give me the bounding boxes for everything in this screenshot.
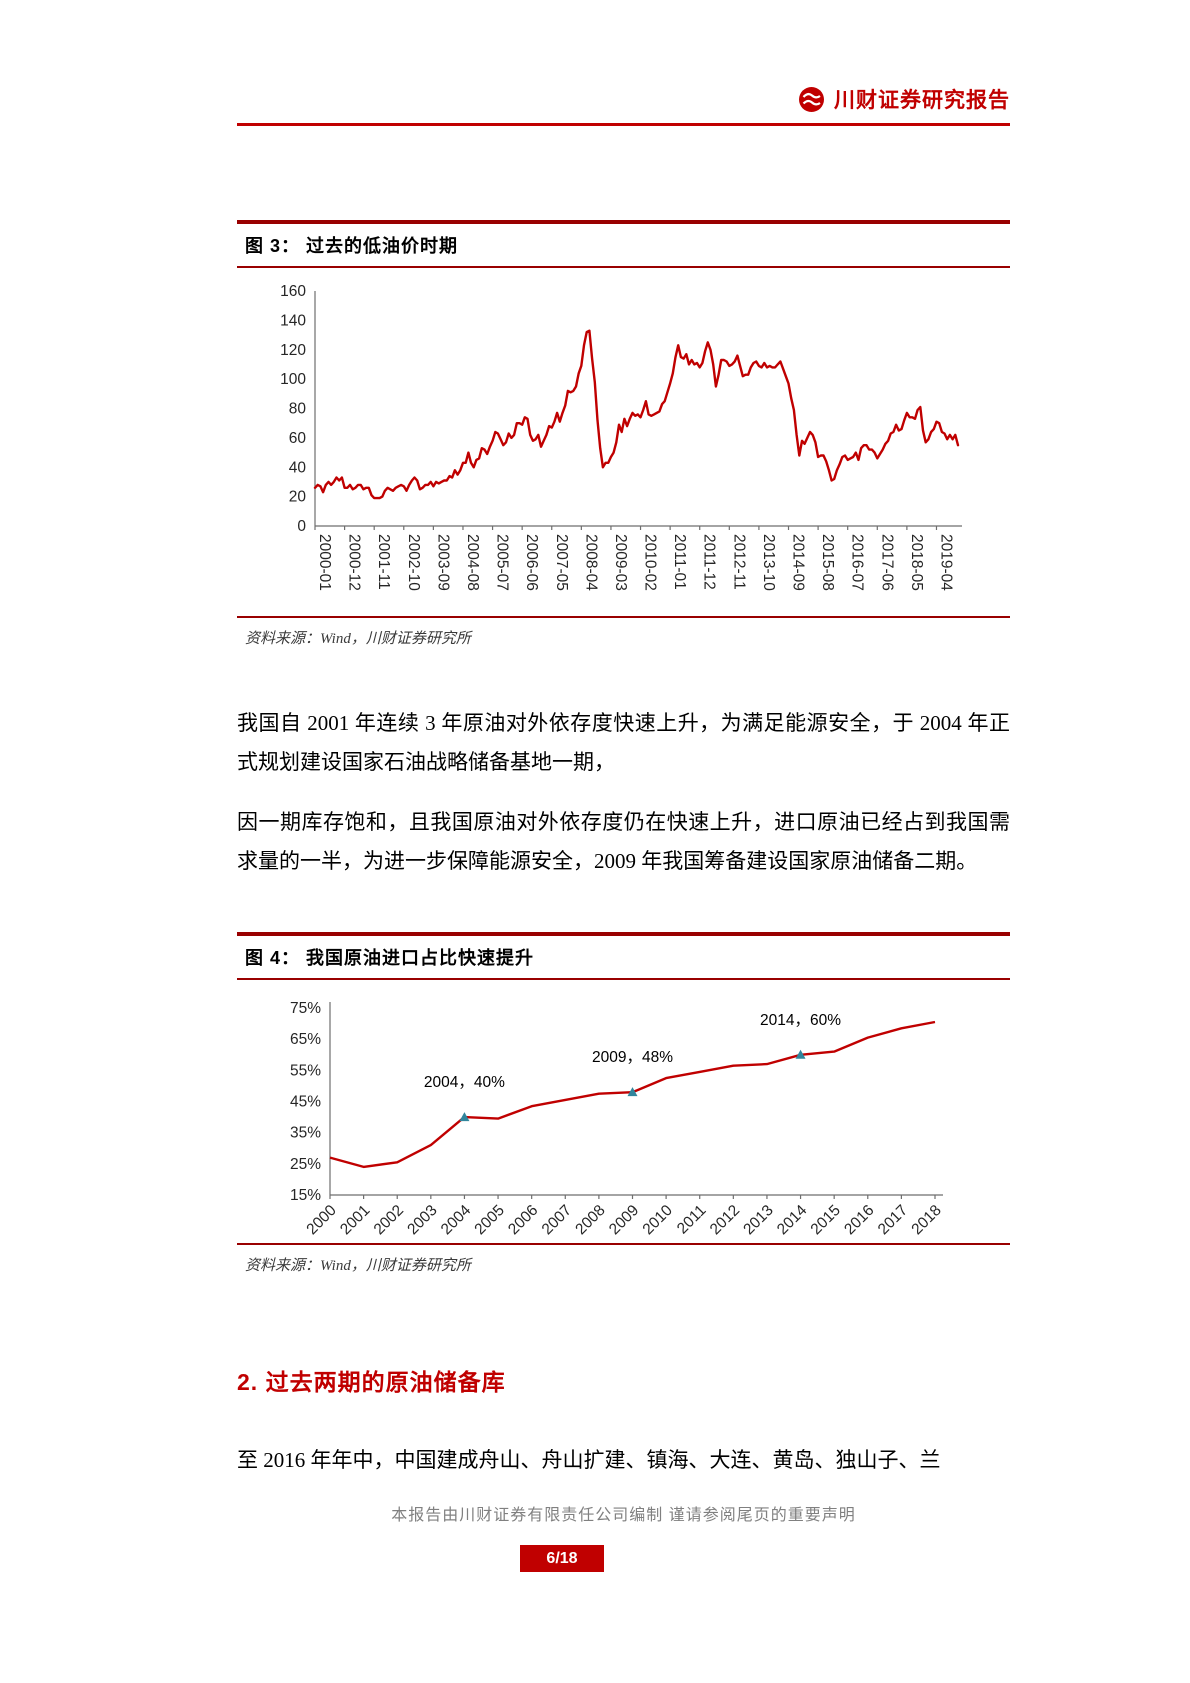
svg-text:2011-01: 2011-01: [671, 534, 688, 590]
svg-text:2008-04: 2008-04: [582, 534, 599, 591]
svg-text:2001-11: 2001-11: [375, 534, 392, 590]
svg-text:2015: 2015: [808, 1202, 844, 1238]
svg-text:35%: 35%: [290, 1125, 321, 1142]
svg-text:2018-05: 2018-05: [908, 534, 925, 591]
svg-text:2008: 2008: [572, 1202, 608, 1238]
svg-text:65%: 65%: [290, 1032, 321, 1049]
svg-text:2012: 2012: [707, 1202, 743, 1238]
svg-text:2004-08: 2004-08: [464, 534, 481, 591]
svg-text:2016-07: 2016-07: [849, 534, 866, 591]
svg-text:80: 80: [289, 401, 307, 418]
svg-text:2000-01: 2000-01: [316, 534, 333, 591]
svg-text:45%: 45%: [290, 1094, 321, 1111]
svg-text:0: 0: [297, 518, 306, 535]
figure-4-source: 资料来源：Wind，川财证券研究所: [245, 1258, 471, 1275]
svg-text:55%: 55%: [290, 1063, 321, 1080]
svg-text:2003-09: 2003-09: [434, 534, 451, 591]
svg-text:160: 160: [280, 283, 306, 300]
svg-text:2009-03: 2009-03: [612, 534, 629, 591]
svg-text:2004，40%: 2004，40%: [424, 1074, 505, 1091]
figure-4-chart-area: 15% 25% 35% 45% 55% 65% 75% 2000 2001 2002 2003 200…: [237, 980, 1010, 1243]
svg-text:2006: 2006: [505, 1202, 541, 1238]
figure-4-title: 图 4： 我国原油进口占比快速提升: [237, 932, 1010, 981]
svg-text:2007-05: 2007-05: [553, 534, 570, 591]
svg-text:2001: 2001: [337, 1202, 373, 1238]
svg-text:2000-12: 2000-12: [346, 534, 363, 591]
svg-text:2002: 2002: [371, 1202, 407, 1238]
section-2-heading: 2. 过去两期的原油储备库: [237, 1369, 506, 1396]
oil-price-line-chart: 0 20 40 60 80 100 120 140 160 2000-01 2000-12 2001-…: [280, 283, 962, 591]
footer-disclaimer: 本报告由川财证券有限责任公司编制 谨请参阅尾页的重要声明: [391, 1507, 856, 1525]
svg-text:15%: 15%: [290, 1187, 321, 1204]
svg-text:2019-04: 2019-04: [937, 534, 954, 591]
svg-text:40: 40: [289, 459, 307, 476]
svg-text:2015-08: 2015-08: [819, 534, 836, 591]
report-header: 川财证券研究报告: [237, 0, 1010, 114]
figure-3-chart-area: 0 20 40 60 80 100 120 140 160 2000-01 2000-12 2001-…: [237, 268, 1010, 616]
figure-4-block: 图 4： 我国原油进口占比快速提升 15% 25% 35% 45% 55% 65% 75% 2…: [237, 932, 1010, 1246]
svg-text:2007: 2007: [539, 1202, 575, 1238]
figure-3-block: 图 3： 过去的低油价时期 0 20 40 60 80 100 120 140 160 2000-…: [237, 220, 1010, 618]
figure-3-title: 图 3： 过去的低油价时期: [237, 220, 1010, 268]
svg-text:75%: 75%: [290, 1000, 321, 1017]
svg-text:2011-12: 2011-12: [701, 534, 718, 590]
svg-text:2018: 2018: [908, 1202, 944, 1238]
brand-logo-icon: [798, 86, 825, 113]
svg-text:2000: 2000: [303, 1202, 340, 1238]
svg-text:2014-09: 2014-09: [790, 534, 807, 591]
svg-text:2011: 2011: [674, 1202, 710, 1238]
paragraph-1: 我国自 2001 年连续 3 年原油对外依存度快速上升，为满足能源安全，于 20…: [237, 711, 1010, 774]
svg-text:2010-02: 2010-02: [642, 534, 659, 591]
svg-text:2005: 2005: [471, 1202, 507, 1238]
svg-text:2017: 2017: [875, 1202, 911, 1238]
page-number-badge: 6/18: [520, 1545, 604, 1573]
svg-text:2013-10: 2013-10: [760, 534, 777, 591]
paragraph-3: 至 2016 年年中，中国建成舟山、舟山扩建、镇海、大连、黄岛、独山子、兰: [237, 1448, 941, 1473]
import-share-line-chart: 15%25%35%45%55%65%75%2000200120022003200…: [290, 1000, 945, 1238]
svg-text:2005-07: 2005-07: [494, 534, 511, 591]
brand-title: 川财证券研究报告: [834, 89, 1010, 112]
svg-text:2014: 2014: [774, 1202, 811, 1238]
svg-text:2016: 2016: [841, 1202, 877, 1238]
svg-text:2017-06: 2017-06: [878, 534, 895, 591]
svg-text:2002-10: 2002-10: [405, 534, 422, 591]
svg-text:20: 20: [289, 489, 307, 506]
header-divider: [237, 123, 1010, 126]
svg-text:2010: 2010: [640, 1202, 677, 1238]
svg-text:25%: 25%: [290, 1156, 321, 1173]
svg-text:140: 140: [280, 312, 306, 329]
figure-3-source: 资料来源：Wind，川财证券研究所: [245, 631, 471, 647]
svg-text:2009: 2009: [606, 1202, 642, 1238]
svg-text:120: 120: [280, 342, 306, 359]
svg-text:60: 60: [289, 430, 307, 447]
svg-text:2012-11: 2012-11: [730, 534, 747, 590]
svg-text:2003: 2003: [404, 1202, 440, 1238]
svg-text:2004: 2004: [438, 1202, 475, 1238]
svg-text:2013: 2013: [740, 1202, 776, 1238]
svg-text:2006-06: 2006-06: [523, 534, 540, 591]
paragraph-2: 因一期库存饱和，且我国原油对外依存度仍在快速上升，进口原油已经占到我国需求量的一…: [237, 809, 1010, 873]
svg-text:2014，60%: 2014，60%: [760, 1012, 841, 1029]
svg-text:100: 100: [280, 371, 306, 388]
svg-text:2009，48%: 2009，48%: [592, 1050, 673, 1067]
